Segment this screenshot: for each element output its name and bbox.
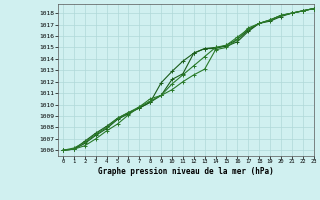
X-axis label: Graphe pression niveau de la mer (hPa): Graphe pression niveau de la mer (hPa) [98,167,274,176]
